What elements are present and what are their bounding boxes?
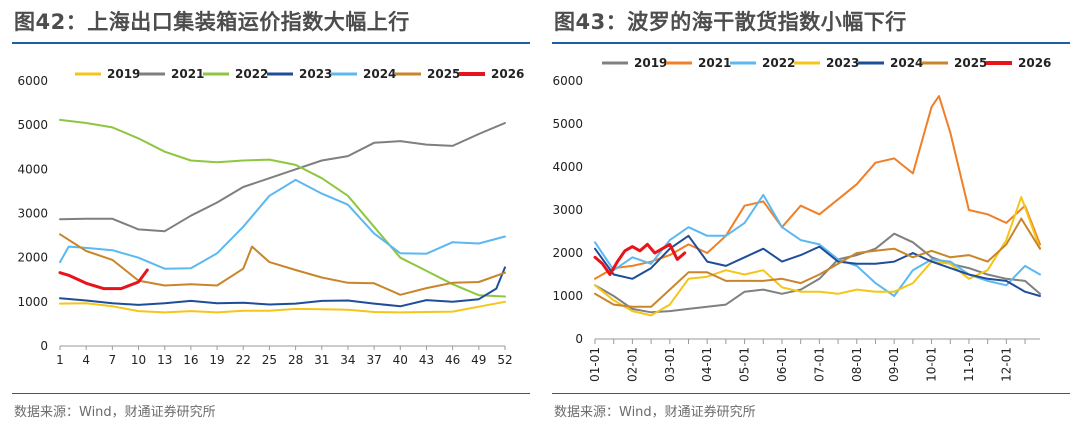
series-line-2023 (59, 266, 506, 308)
x-tick-label: 02-01 (625, 347, 639, 382)
legend-label-2022: 2022 (762, 56, 795, 70)
y-tick-label: 1000 (552, 289, 583, 303)
title-rule (12, 42, 530, 44)
x-tick-label: 11-01 (962, 347, 976, 382)
y-tick-label: 4000 (17, 162, 48, 176)
title-rule (552, 42, 1070, 44)
x-tick-label: 46 (445, 353, 460, 367)
y-tick-label: 1000 (17, 295, 48, 309)
scfi-line-chart: 2019 2021 2022 2023 2024 2025 2026 0 1000 2000 300… (17, 67, 524, 367)
x-tick-label: 22 (236, 353, 251, 367)
legend-label-2024: 2024 (363, 67, 396, 81)
y-tick-label: 3000 (17, 207, 48, 221)
y-tick-label: 6000 (17, 74, 48, 88)
x-tick-label: 06-01 (775, 347, 789, 382)
footer-rule (12, 393, 530, 394)
x-tick-label: 10 (131, 353, 146, 367)
x-tick-label: 09-01 (887, 347, 901, 382)
series-line-2024 (59, 178, 506, 270)
legend-label-2022: 2022 (235, 67, 268, 81)
x-tick-label: 19 (209, 353, 224, 367)
x-tick-label: 08-01 (850, 347, 864, 382)
series-line-2026 (593, 242, 687, 276)
series-line-2023 (594, 196, 1041, 317)
x-tick-label: 04-01 (700, 347, 714, 382)
x-tick-label: 31 (314, 353, 329, 367)
y-tick-label: 2000 (17, 251, 48, 265)
legend-label-2019: 2019 (634, 56, 667, 70)
y-tick-label: 5000 (552, 117, 583, 131)
x-tick-label: 40 (393, 353, 408, 367)
x-tick-label: 10-01 (925, 347, 939, 382)
y-tick-label: 0 (40, 339, 48, 353)
y-tick-label: 6000 (552, 74, 583, 88)
source-note: 数据来源：Wind，财通证券研究所 (554, 405, 756, 420)
x-tick-label: 4 (82, 353, 90, 367)
legend-label-2024: 2024 (890, 56, 923, 70)
series-line-2026 (58, 268, 149, 291)
chart-title: 图43：波罗的海干散货指数小幅下行 (554, 10, 907, 34)
legend-label-2019: 2019 (107, 67, 140, 81)
chart-panel-scfi: 图42：上海出口集装箱运价指数大幅上行 2019 2021 2022 2023 2024… (12, 10, 530, 420)
legend-label-2026: 2026 (1018, 56, 1051, 70)
x-tick-label: 34 (340, 353, 355, 367)
y-tick-label: 3000 (552, 203, 583, 217)
legend-label-2021: 2021 (171, 67, 204, 81)
y-tick-label: 5000 (17, 118, 48, 132)
footer-rule (552, 393, 1070, 394)
x-tick-label: 1 (56, 353, 64, 367)
series-line-2024 (594, 234, 1041, 297)
x-tick-label: 37 (366, 353, 381, 367)
chart-panel-bdi: 图43：波罗的海干散货指数小幅下行 2019 2021 2022 2023 2024 20… (540, 0, 1080, 431)
y-tick-label: 2000 (552, 246, 583, 260)
y-tick-label: 0 (575, 332, 583, 346)
x-tick-label: 03-01 (663, 347, 677, 382)
x-tick-label: 13 (157, 353, 172, 367)
x-tick-label: 43 (419, 353, 434, 367)
x-tick-label: 07-01 (812, 347, 826, 382)
x-tick-label: 16 (183, 353, 198, 367)
x-tick-label: 12-01 (999, 347, 1013, 382)
legend-label-2025: 2025 (427, 67, 460, 81)
y-tick-label: 4000 (552, 160, 583, 174)
x-tick-label: 28 (288, 353, 303, 367)
x-tick-label: 05-01 (738, 347, 752, 382)
x-tick-label: 52 (497, 353, 512, 367)
chart-title: 图42：上海出口集装箱运价指数大幅上行 (14, 10, 410, 34)
x-tick-label: 01-01 (588, 347, 602, 382)
legend-label-2021: 2021 (698, 56, 731, 70)
series-line-2021 (59, 122, 506, 233)
legend-label-2023: 2023 (826, 56, 859, 70)
x-tick-label: 7 (109, 353, 117, 367)
series-line-2022 (59, 118, 506, 298)
series-line-2019 (594, 232, 1041, 314)
source-note: 数据来源：Wind，财通证券研究所 (14, 405, 216, 420)
bdi-line-chart: 2019 2021 2022 2023 2024 2025 2026 0 1000 2000 300… (552, 56, 1051, 382)
series-line-2025 (594, 217, 1041, 308)
legend-label-2023: 2023 (299, 67, 332, 81)
legend-label-2025: 2025 (954, 56, 987, 70)
series-line-2019 (59, 300, 506, 314)
legend-label-2026: 2026 (491, 67, 524, 81)
x-tick-label: 25 (262, 353, 277, 367)
x-tick-label: 49 (471, 353, 486, 367)
